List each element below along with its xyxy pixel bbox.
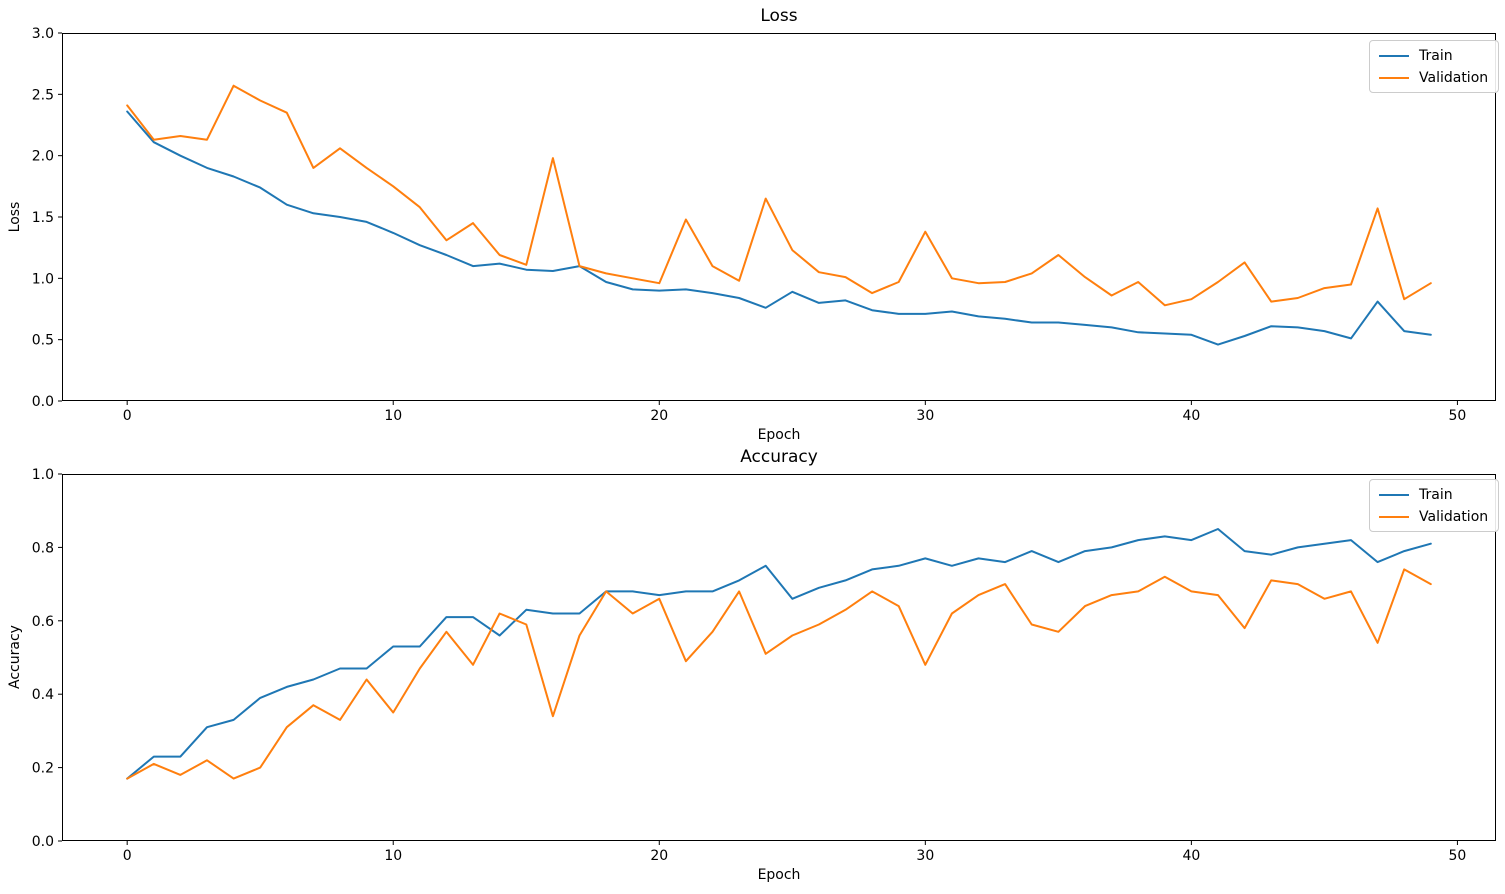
accuracy-xtick-label: 30: [916, 848, 934, 864]
accuracy-ytick-label: 0.6: [32, 614, 54, 630]
loss-ytick-label: 2.5: [32, 87, 54, 103]
loss-chart-title: Loss: [760, 6, 798, 26]
legend-label-validation: Validation: [1419, 69, 1489, 86]
accuracy-ytick-label: 0.8: [32, 540, 54, 556]
loss-plot-area: [62, 33, 1496, 401]
accuracy-validation-line: [126, 568, 1432, 780]
loss-ytick-label: 1.0: [32, 271, 54, 287]
accuracy-chart: 0 10 20 30 40 50 0.0 0.2 0.4 0.6 0.8 1.0: [32, 467, 1496, 864]
accuracy-yaxis-label: Accuracy: [7, 625, 23, 689]
accuracy-xtick-label: 20: [650, 848, 668, 864]
accuracy-ytick-label: 1.0: [32, 467, 54, 483]
legend-label-validation: Validation: [1419, 508, 1489, 525]
legend-item-validation: Validation: [1379, 507, 1488, 526]
accuracy-xtick-label: 0: [123, 848, 132, 864]
loss-xtick-label: 40: [1182, 408, 1200, 424]
loss-yaxis-label: Loss: [7, 201, 23, 233]
loss-xtick-label: 50: [1449, 408, 1467, 424]
validation-line-swatch: [1379, 515, 1409, 518]
accuracy-ytick-label: 0.0: [32, 834, 54, 850]
accuracy-legend: Train Validation: [1369, 479, 1500, 532]
loss-ytick-label: 3.0: [32, 26, 54, 42]
legend-label-train: Train: [1419, 47, 1453, 64]
accuracy-ytick-label: 0.4: [32, 687, 54, 703]
accuracy-train-line: [126, 528, 1432, 780]
loss-xtick-label: 30: [916, 408, 934, 424]
validation-line-swatch: [1379, 76, 1409, 79]
loss-chart: 0 10 20 30 40 50 0.0 0.5 1.0 1.5 2.0 2.5 3.0: [32, 26, 1496, 424]
legend-item-validation: Validation: [1379, 68, 1488, 87]
accuracy-ytick-label: 0.2: [32, 761, 54, 777]
legend-label-train: Train: [1419, 486, 1453, 503]
loss-validation-line: [126, 84, 1432, 307]
accuracy-plot-area: [62, 474, 1496, 841]
train-line-swatch: [1379, 54, 1409, 57]
loss-ytick-label: 0.0: [32, 394, 54, 410]
loss-ytick-label: 0.5: [32, 333, 54, 349]
accuracy-chart-title: Accuracy: [740, 447, 818, 467]
loss-xtick-label: 10: [384, 408, 402, 424]
loss-ytick-label: 2.0: [32, 149, 54, 165]
accuracy-xtick-label: 10: [384, 848, 402, 864]
train-line-swatch: [1379, 493, 1409, 496]
legend-item-train: Train: [1379, 485, 1488, 504]
loss-ytick-label: 1.5: [32, 210, 54, 226]
loss-xtick-label: 20: [650, 408, 668, 424]
legend-item-train: Train: [1379, 46, 1488, 65]
loss-legend: Train Validation: [1369, 40, 1500, 93]
accuracy-xtick-label: 40: [1182, 848, 1200, 864]
accuracy-xtick-label: 50: [1449, 848, 1467, 864]
loss-train-line: [126, 110, 1432, 346]
accuracy-xaxis-label: Epoch: [757, 867, 801, 883]
loss-xaxis-label: Epoch: [757, 427, 801, 443]
loss-xtick-label: 0: [123, 408, 132, 424]
